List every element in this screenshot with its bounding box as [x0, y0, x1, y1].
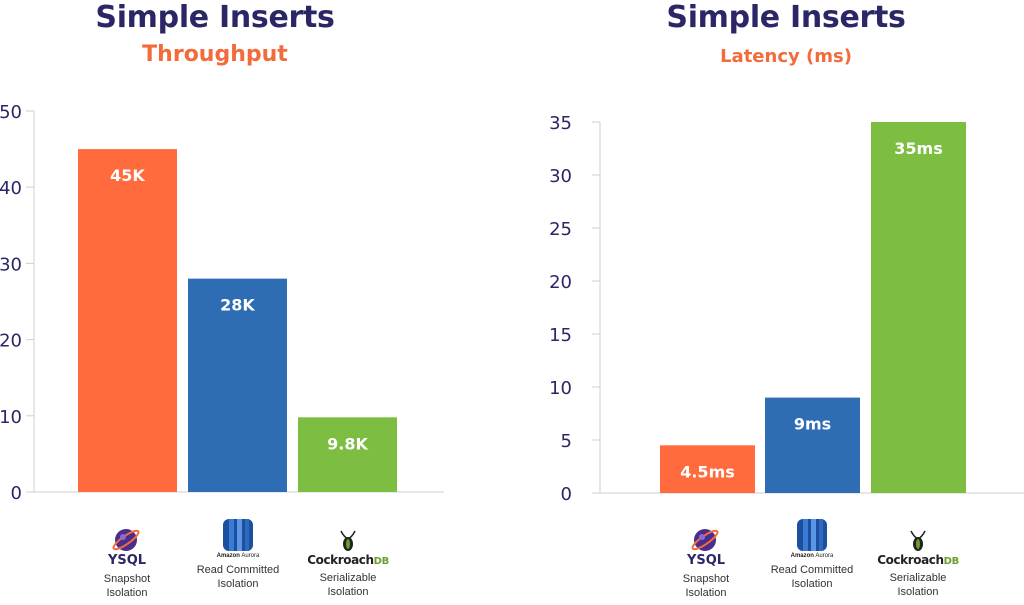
y-tick-label: 5: [561, 431, 572, 452]
bar: [660, 445, 755, 493]
bar: [765, 397, 860, 493]
chart-title: Simple Inserts: [95, 0, 335, 35]
amazon-aurora-icon: [797, 519, 827, 551]
chart-subtitle: Latency (ms): [720, 46, 852, 67]
ysql-galaxy-icon: [691, 529, 719, 551]
aurora-logo-text-1: Amazon: [790, 553, 814, 559]
ysql-caption-line2: Isolation: [106, 587, 148, 599]
aurora-caption: Read Committed Isolation: [757, 563, 867, 591]
y-tick-label: 0: [561, 484, 572, 505]
y-tick-label: 20: [0, 331, 22, 352]
aurora-logo-text-2: Aurora: [815, 553, 834, 559]
y-tick-label: 40: [0, 178, 22, 199]
bar-data-label: 45K: [110, 166, 145, 185]
y-tick-label: 30: [549, 166, 572, 187]
aurora-logo-text-1: Amazon: [216, 553, 240, 559]
ysql-logo-text: YSQL: [107, 553, 147, 568]
aurora-caption-line1: Read Committed: [196, 564, 280, 576]
aurora-logo-block: Amazon Aurora Read Committed Isolation: [183, 517, 293, 591]
ysql-caption-line1: Snapshot: [103, 573, 151, 585]
cockroach-caption: Serializable Isolation: [863, 571, 973, 599]
ysql-caption-line2: Isolation: [685, 587, 727, 599]
chart-subtitle: Throughput: [142, 42, 288, 67]
cockroach-logo-suffix: DB: [943, 556, 960, 567]
aurora-caption-line2: Isolation: [791, 578, 833, 590]
bar-data-label: 4.5ms: [680, 462, 735, 481]
aurora-caption: Read Committed Isolation: [183, 563, 293, 591]
aurora-logo-text: Amazon Aurora: [183, 553, 293, 559]
cockroach-icon: [340, 530, 356, 551]
ysql-logo-text: YSQL: [686, 553, 726, 568]
bar: [298, 417, 397, 492]
ysql-caption-line1: Snapshot: [682, 573, 730, 585]
cockroach-logo-block: CockroachDB Serializable Isolation: [293, 517, 403, 599]
cockroach-caption-line1: Serializable: [889, 572, 947, 584]
bar-data-label: 28K: [220, 296, 255, 315]
bar: [188, 278, 287, 492]
cockroach-caption-line2: Isolation: [897, 586, 939, 598]
ysql-galaxy-icon: [112, 529, 140, 551]
y-tick-label: 35: [549, 113, 572, 134]
y-tick-label: 10: [549, 378, 572, 399]
bar: [871, 122, 966, 493]
aurora-caption-line2: Isolation: [217, 578, 259, 590]
cockroach-logo-text: CockroachDB: [293, 553, 403, 567]
throughput-panel: Simple Inserts Throughput 0 10 20 30 40 50 45K…: [0, 0, 470, 605]
cockroach-logo-text: CockroachDB: [863, 553, 973, 567]
cockroach-caption: Serializable Isolation: [293, 571, 403, 599]
cockroach-logo-word: Cockroach: [877, 553, 944, 567]
bar: [78, 149, 177, 492]
y-tick-label: 10: [0, 407, 22, 428]
y-tick-label: 25: [549, 219, 572, 240]
cockroach-caption-line2: Isolation: [327, 586, 369, 598]
aurora-logo-block: Amazon Aurora Read Committed Isolation: [757, 517, 867, 591]
cockroach-logo-word: Cockroach: [307, 553, 374, 567]
throughput-chart: 0 10 20 30 40 50 45K 28K 9.8K: [0, 102, 444, 504]
ysql-caption: Snapshot Isolation: [72, 572, 182, 600]
ysql-logo-block: YSQL Snapshot Isolation: [72, 517, 182, 600]
cockroach-logo-suffix: DB: [373, 556, 390, 567]
y-tick-label: 20: [549, 272, 572, 293]
bar-data-label: 35ms: [894, 139, 942, 158]
ysql-caption: Snapshot Isolation: [651, 572, 761, 600]
aurora-caption-line1: Read Committed: [770, 564, 854, 576]
y-tick-label: 30: [0, 254, 22, 275]
y-tick-label: 15: [549, 325, 572, 346]
bar-data-label: 9.8K: [327, 434, 368, 453]
bar-data-label: 9ms: [794, 415, 831, 434]
y-tick-label: 50: [0, 102, 22, 123]
aurora-logo-text: Amazon Aurora: [757, 553, 867, 559]
amazon-aurora-icon: [223, 519, 253, 551]
latency-panel: Simple Inserts Latency (ms) 0 5 10 15 20 25 30…: [520, 0, 1024, 605]
latency-chart: 0 5 10 15 20 25 30 35 4.5ms 9ms 35ms: [549, 113, 1024, 505]
cockroach-logo-block: CockroachDB Serializable Isolation: [863, 517, 973, 599]
cockroach-icon: [910, 530, 926, 551]
y-tick-label: 0: [11, 483, 22, 504]
ysql-logo-block: YSQL Snapshot Isolation: [651, 517, 761, 600]
cockroach-caption-line1: Serializable: [319, 572, 377, 584]
chart-title: Simple Inserts: [666, 0, 906, 35]
aurora-logo-text-2: Aurora: [241, 553, 260, 559]
